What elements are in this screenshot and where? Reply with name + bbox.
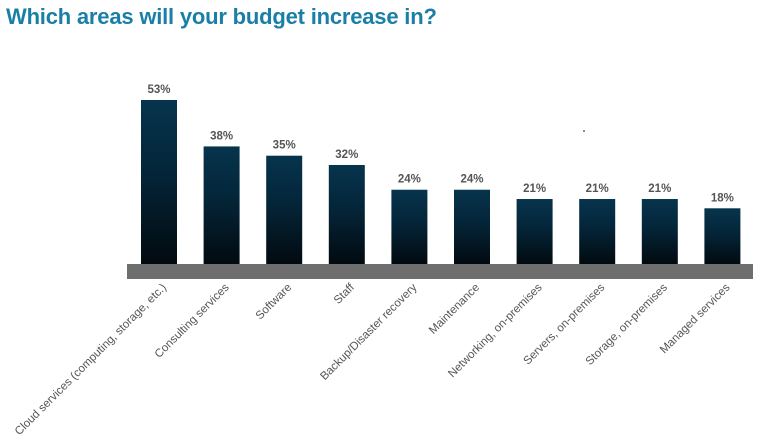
stray-dot [583, 130, 585, 132]
category-label: Maintenance [427, 282, 482, 337]
bar [391, 189, 428, 264]
value-label: 53% [147, 84, 170, 96]
value-label: 21% [586, 183, 609, 195]
bar [704, 208, 741, 264]
value-label: 24% [398, 174, 421, 186]
value-label: 21% [523, 183, 546, 195]
value-label: 21% [648, 183, 671, 195]
category-label: Cloud services (computing, storage, etc.… [13, 282, 169, 438]
bar [641, 199, 678, 264]
bar [203, 146, 240, 264]
value-label: 24% [460, 174, 483, 186]
category-label: Staff [332, 281, 358, 307]
bar [266, 155, 303, 264]
bar [579, 199, 616, 264]
value-label: 38% [210, 130, 233, 142]
category-label: Managed services [658, 281, 733, 356]
bar [141, 100, 177, 264]
chart-title: Which areas will your budget increase in… [6, 4, 437, 29]
bar [516, 199, 553, 264]
bar [328, 164, 365, 264]
value-label: 35% [273, 140, 296, 152]
category-label: Software [254, 282, 295, 323]
baseline-bar [127, 264, 753, 279]
value-label: 18% [711, 192, 734, 204]
bar [454, 189, 490, 264]
value-label: 32% [335, 149, 358, 161]
